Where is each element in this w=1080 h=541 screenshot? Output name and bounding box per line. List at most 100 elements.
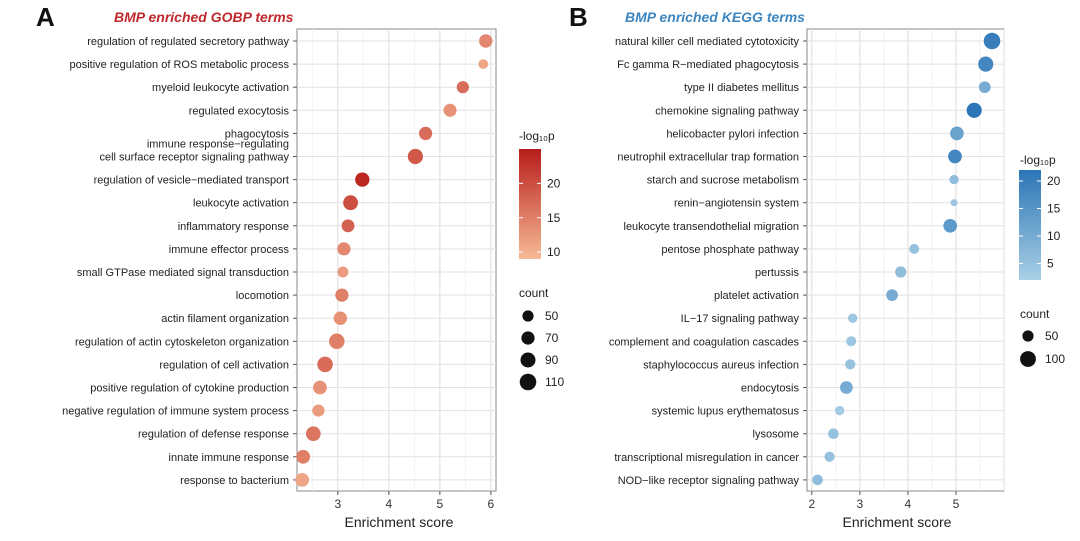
panel-b-x-axis-title: Enrichment score xyxy=(843,514,952,530)
data-point xyxy=(828,428,839,440)
y-tick-label: transcriptional misregulation in cancer xyxy=(614,452,799,464)
y-tick-label: NOD−like receptor signaling pathway xyxy=(618,475,800,487)
data-point xyxy=(948,149,962,164)
y-tick-label: helicobacter pylori infection xyxy=(666,128,799,140)
y-tick-label: complement and coagulation cascades xyxy=(609,336,800,348)
y-tick-label: systemic lupus erythematosus xyxy=(652,406,800,418)
color-legend-label: 20 xyxy=(1047,174,1061,188)
panel-a-plot-area xyxy=(296,28,497,492)
data-point xyxy=(407,148,423,165)
data-point xyxy=(317,356,333,373)
y-tick-label: neutrophil extracellular trap formation xyxy=(617,152,799,164)
data-point xyxy=(456,81,469,94)
x-tick-label: 3 xyxy=(857,497,864,511)
y-tick-label: endocytosis xyxy=(741,383,800,395)
data-point xyxy=(443,103,457,117)
y-tick-label: chemokine signaling pathway xyxy=(655,105,799,117)
y-tick-label: natural killer cell mediated cytotoxicit… xyxy=(615,36,800,48)
size-legend-title: count xyxy=(519,286,549,300)
data-point xyxy=(479,34,493,48)
color-legend-label: 15 xyxy=(1047,202,1061,216)
y-tick-label: renin−angiotensin system xyxy=(674,198,799,210)
color-legend-bar xyxy=(519,149,541,259)
data-point xyxy=(341,219,355,233)
data-point xyxy=(847,313,858,323)
panel-b-title: BMP enriched KEGG terms xyxy=(625,9,805,25)
y-tick-label: regulated exocytosis xyxy=(189,105,290,117)
data-point xyxy=(312,404,325,417)
x-tick-label: 4 xyxy=(905,497,912,511)
size-legend-dot xyxy=(519,373,537,391)
x-tick-label: 3 xyxy=(334,497,341,511)
y-tick-label: lysosome xyxy=(753,429,799,441)
size-legend-dot xyxy=(1022,330,1034,342)
data-point xyxy=(296,449,311,464)
y-tick-label: leukocyte transendothelial migration xyxy=(624,221,800,233)
y-tick-label: type II diabetes mellitus xyxy=(684,82,799,94)
data-point xyxy=(812,474,823,486)
y-tick-label: cell surface receptor signaling pathway xyxy=(99,152,289,164)
y-tick-label: leukocyte activation xyxy=(193,198,289,210)
y-tick-label: pentose phosphate pathway xyxy=(661,244,799,256)
data-point xyxy=(355,172,370,187)
y-tick-label: positive regulation of ROS metabolic pro… xyxy=(70,59,290,71)
data-point xyxy=(834,405,845,416)
data-point xyxy=(333,311,348,325)
data-point xyxy=(983,32,1001,50)
panel-a-grid xyxy=(297,29,496,491)
y-tick-label: regulation of vesicle−mediated transport xyxy=(94,175,289,187)
panel-b-grid xyxy=(807,29,1005,491)
data-point xyxy=(337,266,349,278)
y-tick-label: starch and sucrose metabolism xyxy=(647,175,799,187)
color-legend-label: 10 xyxy=(547,245,561,259)
data-point xyxy=(478,59,489,69)
y-tick-label: regulation of regulated secretory pathwa… xyxy=(87,36,289,48)
data-point xyxy=(949,174,959,185)
y-tick-label: myeloid leukocyte activation xyxy=(152,82,289,94)
color-legend-label: 15 xyxy=(547,211,561,225)
data-point xyxy=(886,289,898,301)
panel-b-letter: B xyxy=(569,2,588,32)
y-tick-label: inflammatory response xyxy=(178,221,289,233)
y-tick-label: regulation of cell activation xyxy=(159,359,289,371)
data-point xyxy=(335,288,349,302)
data-point xyxy=(418,126,433,141)
data-point xyxy=(313,380,327,395)
y-tick-label: immune response−regulating xyxy=(147,139,289,151)
color-legend-label: 5 xyxy=(1047,257,1054,271)
size-legend-label: 50 xyxy=(545,309,559,323)
data-point xyxy=(943,218,958,233)
x-tick-label: 6 xyxy=(488,497,495,511)
y-tick-label: IL−17 signaling pathway xyxy=(681,313,800,325)
data-point xyxy=(343,195,358,211)
x-tick-label: 5 xyxy=(437,497,444,511)
data-point xyxy=(845,359,856,370)
data-point xyxy=(950,126,964,141)
x-tick-label: 4 xyxy=(386,497,393,511)
size-legend-dot xyxy=(522,310,534,322)
size-legend-label: 100 xyxy=(1045,352,1065,366)
color-legend-bar xyxy=(1019,170,1041,280)
data-point xyxy=(337,242,351,256)
data-point xyxy=(305,426,321,442)
panel-b-plot-area xyxy=(806,28,1005,492)
panel-a-legends: -log₁₀p 10 15 20 count 50 70 90 110 xyxy=(519,129,564,391)
data-point xyxy=(895,266,907,278)
y-tick-label: negative regulation of immune system pro… xyxy=(62,406,289,418)
y-tick-label: Fc gamma R−mediated phagocytosis xyxy=(617,59,799,71)
data-point xyxy=(329,333,345,350)
data-point xyxy=(978,56,994,72)
y-tick-label: response to bacterium xyxy=(180,475,289,487)
size-legend-label: 90 xyxy=(545,353,559,367)
y-tick-label: positive regulation of cytokine producti… xyxy=(90,383,289,395)
y-tick-label: locomotion xyxy=(236,290,289,302)
data-point xyxy=(950,199,958,207)
size-legend-dot xyxy=(520,352,536,368)
data-point xyxy=(840,381,853,394)
panel-b-points xyxy=(812,32,1001,486)
x-tick-label: 2 xyxy=(808,497,815,511)
panel-b-x-ticks: 2 3 4 5 xyxy=(808,491,960,511)
data-point xyxy=(824,451,835,462)
size-legend-dot xyxy=(1020,351,1036,367)
